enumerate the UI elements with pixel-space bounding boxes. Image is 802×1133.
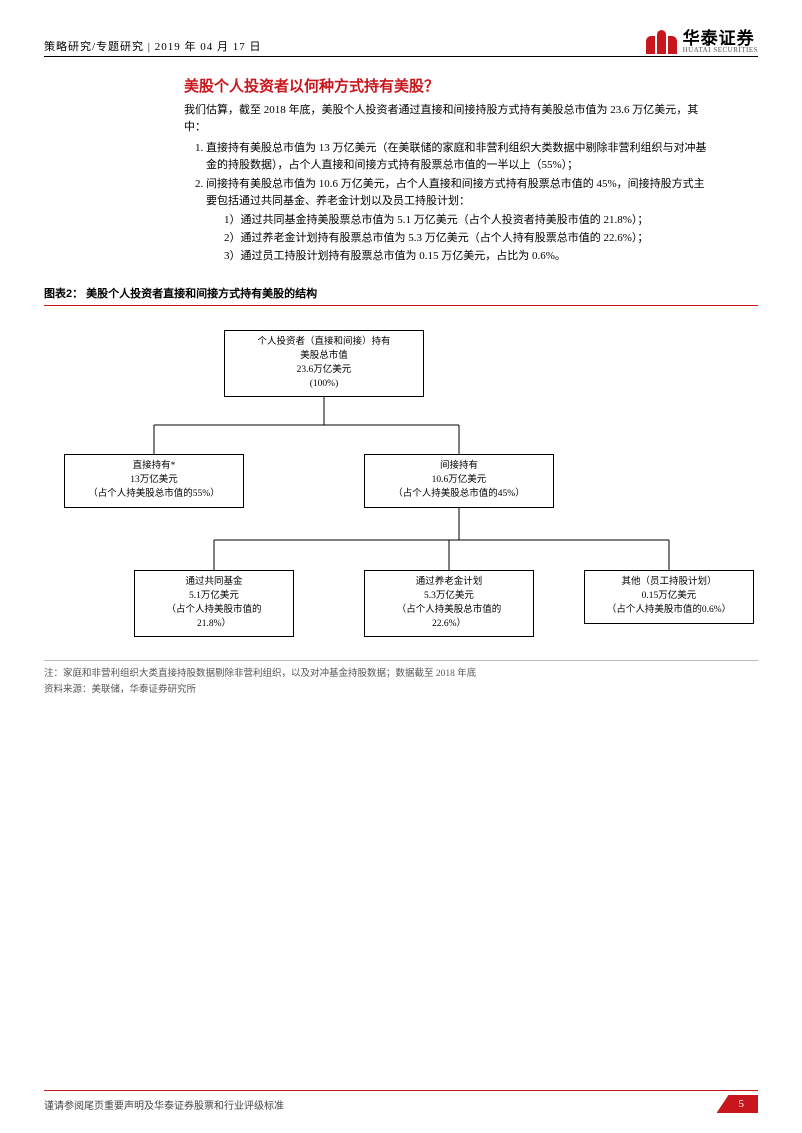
- ordered-list: 直接持有美股总市值为 13 万亿美元（在美联储的家庭和非营利组织大类数据中剔除非…: [184, 140, 714, 265]
- section-title: 美股个人投资者以何种方式持有美股？: [184, 75, 714, 96]
- footer-right: 5: [709, 1095, 759, 1113]
- figure-source: 资料来源：美联储，华泰证券研究所: [44, 683, 758, 698]
- list-item: 3）通过员工持股计划持有股票总市值为 0.15 万亿美元，占比为 0.6%。: [224, 248, 714, 265]
- page-footer: 谨请参阅尾页重要声明及华泰证券股票和行业评级标准 5: [44, 1090, 758, 1113]
- list-item: 1）通过共同基金持美股票总市值为 5.1 万亿美元（占个人投资者持美股市值的 2…: [224, 212, 714, 229]
- figure-caption: 图表2： 美股个人投资者直接和间接方式持有美股的结构: [44, 285, 758, 306]
- list-item: 直接持有美股总市值为 13 万亿美元（在美联储的家庭和非营利组织大类数据中剔除非…: [206, 140, 714, 174]
- logo-bars-icon: [646, 30, 677, 54]
- tree-node-root: 个人投资者（直接和间接）持有美股总市值23.6万亿美元(100%): [224, 330, 424, 397]
- tree-node-esop: 其他（员工持股计划）0.15万亿美元（占个人持美股市值的0.6%）: [584, 570, 754, 623]
- body-column: 美股个人投资者以何种方式持有美股？ 我们估算，截至 2018 年底，美股个人投资…: [184, 75, 714, 265]
- breadcrumb: 策略研究/专题研究 | 2019 年 04 月 17 日: [44, 38, 262, 54]
- inner-list: 1）通过共同基金持美股票总市值为 5.1 万亿美元（占个人投资者持美股市值的 2…: [206, 212, 714, 265]
- brand-logo: 华泰证券 HUATAI SECURITIES: [646, 30, 758, 54]
- figure-footer: 注：家庭和非营利组织大类直接持股数据剔除非营利组织，以及对冲基金持股数据；数据截…: [44, 660, 758, 697]
- brand-text: 华泰证券 HUATAI SECURITIES: [683, 30, 758, 54]
- figure-note: 注：家庭和非营利组织大类直接持股数据剔除非营利组织，以及对冲基金持股数据；数据截…: [44, 667, 758, 682]
- tree-node-pension: 通过养老金计划5.3万亿美元（占个人持美股总市值的22.6%）: [364, 570, 534, 637]
- footer-disclaimer: 谨请参阅尾页重要声明及华泰证券股票和行业评级标准: [44, 1097, 284, 1112]
- tree-node-direct: 直接持有*13万亿美元（占个人持美股总市值的55%）: [64, 454, 244, 507]
- brand-cn: 华泰证券: [683, 30, 758, 47]
- page-number: 5: [717, 1095, 759, 1113]
- section-intro: 我们估算，截至 2018 年底，美股个人投资者通过直接和间接持股方式持有美股总市…: [184, 102, 714, 136]
- page-header: 策略研究/专题研究 | 2019 年 04 月 17 日 华泰证券 HUATAI…: [44, 30, 758, 57]
- list-item: 2）通过养老金计划持有股票总市值为 5.3 万亿美元（占个人持有股票总市值的 2…: [224, 230, 714, 247]
- brand-en: HUATAI SECURITIES: [683, 47, 758, 54]
- figure-2: 图表2： 美股个人投资者直接和间接方式持有美股的结构 个人投资者（直接和间接）持…: [44, 285, 758, 697]
- figure-canvas: 个人投资者（直接和间接）持有美股总市值23.6万亿美元(100%) 直接持有*13…: [44, 330, 758, 660]
- list-item-text: 间接持有美股总市值为 10.6 万亿美元，占个人直接和间接方式持有股票总市值的 …: [206, 178, 705, 207]
- tree-node-mutual: 通过共同基金5.1万亿美元（占个人持美股市值的21.8%）: [134, 570, 294, 637]
- list-item: 间接持有美股总市值为 10.6 万亿美元，占个人直接和间接方式持有股票总市值的 …: [206, 176, 714, 265]
- tree-node-indirect: 间接持有10.6万亿美元（占个人持美股总市值的45%）: [364, 454, 554, 507]
